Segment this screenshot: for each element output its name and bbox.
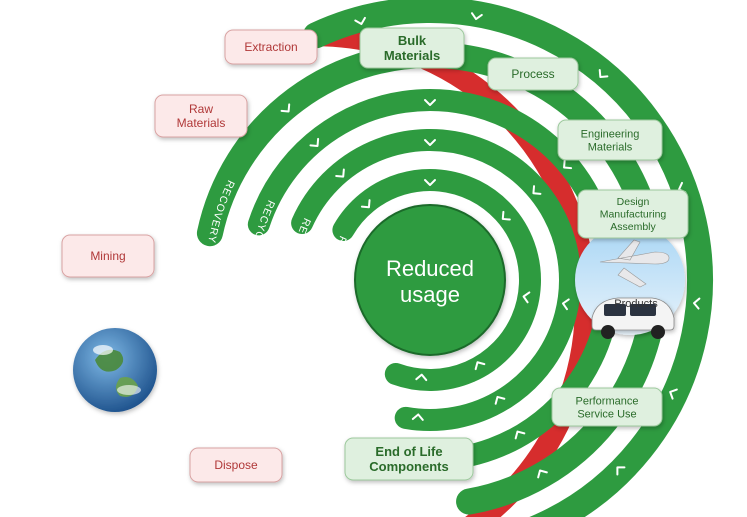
eng_materials-label: Materials	[588, 141, 633, 153]
design_mfg-label: Assembly	[610, 221, 656, 233]
process-label: Process	[511, 67, 554, 81]
eng_materials-label: Engineering	[581, 128, 640, 140]
eol-label: Components	[369, 459, 448, 474]
eol-label: End of Life	[375, 444, 442, 459]
bulk_materials-label: Bulk	[398, 33, 427, 48]
ring-label: RECYCLING	[247, 198, 277, 268]
flow-arrow-icon	[405, 499, 415, 504]
bulk_materials-label: Materials	[384, 48, 440, 63]
perf_service-label: Performance	[576, 395, 639, 407]
earth-cloud	[117, 385, 141, 395]
ring-label: REUSE	[327, 234, 349, 276]
center-label: usage	[400, 282, 460, 307]
design_mfg-label: Design	[617, 196, 650, 208]
wheel-icon	[651, 325, 665, 339]
earth-cloud	[93, 345, 113, 355]
design_mfg-label: Manufacturing	[600, 209, 667, 221]
center-label: Reduced	[386, 256, 474, 281]
mining-label: Mining	[90, 249, 125, 263]
dispose-label: Dispose	[214, 458, 258, 472]
raw_materials-label: Materials	[177, 116, 226, 130]
products-label: Products	[614, 298, 658, 310]
flow-arrow-icon	[159, 228, 165, 238]
raw_materials-label: Raw	[189, 102, 213, 116]
wheel-icon	[601, 325, 615, 339]
extraction-label: Extraction	[244, 40, 297, 54]
ring-label: REMANUFACTURE	[287, 216, 313, 323]
perf_service-label: Service Use	[577, 408, 636, 420]
flow-arrow-icon	[172, 368, 178, 377]
